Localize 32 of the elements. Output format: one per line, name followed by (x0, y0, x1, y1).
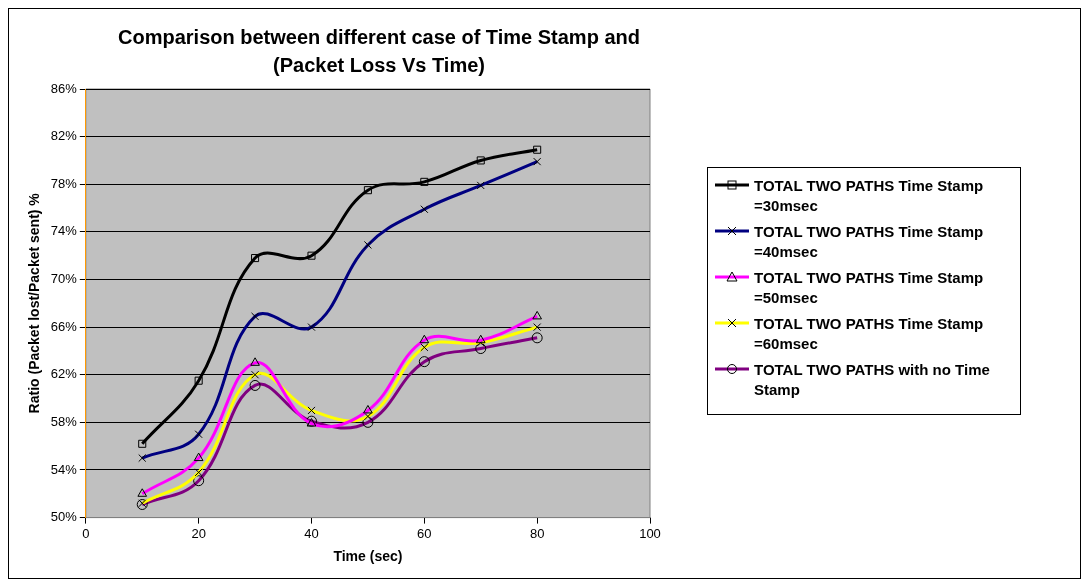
x-tick-label: 80 (529, 525, 545, 541)
x-tick-label: 100 (639, 525, 661, 541)
point (194, 376, 203, 385)
point (420, 177, 429, 186)
point (251, 254, 260, 263)
y-tick-label: 74% (50, 223, 78, 239)
y-tick-label: 70% (50, 271, 78, 287)
point (476, 156, 485, 165)
y-tick-label: 82% (50, 128, 78, 144)
legend-label: TOTAL TWO PATHS with no Time Stamp (754, 360, 991, 400)
x-tick-label: 40 (304, 525, 319, 541)
point (307, 251, 316, 260)
chart-title: Comparison between different case of Time Stamp and (Packet Loss Vs Time) (117, 25, 641, 78)
point (138, 439, 147, 448)
y-tick-label: 66% (50, 318, 78, 334)
legend-label: TOTAL TWO PATHS Time Stamp =40msec (754, 222, 985, 262)
x-tick-label: 60 (417, 525, 432, 541)
y-tick-label: 62% (50, 366, 78, 382)
y-axis-title: Ratio (Packet lost/Packet sent) % (26, 192, 43, 414)
point (363, 186, 372, 195)
legend-label: TOTAL TWO PATHS Time Stamp =60msec (754, 314, 985, 354)
y-tick-label: 58% (50, 413, 78, 429)
y-tick-label: 50% (50, 509, 78, 525)
y-tick-label: 86% (50, 80, 78, 96)
point (533, 145, 542, 154)
y-tick-label: 78% (50, 175, 78, 191)
x-tick-label: 0 (82, 525, 90, 541)
legend-label: TOTAL TWO PATHS Time Stamp =50msec (754, 268, 985, 308)
x-tick-label: 20 (191, 525, 206, 541)
legend-label: TOTAL TWO PATHS Time Stamp =30msec (754, 176, 985, 216)
x-axis-title: Time (sec) (333, 548, 403, 565)
y-tick-label: 54% (50, 461, 78, 477)
